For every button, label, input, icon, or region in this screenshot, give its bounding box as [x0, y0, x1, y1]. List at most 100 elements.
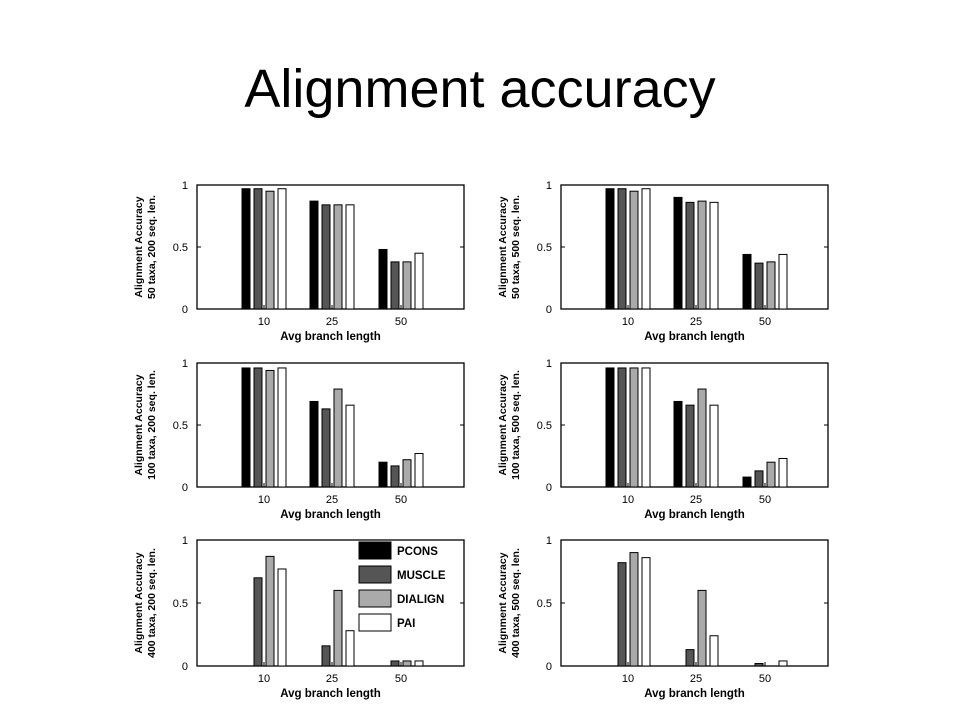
- y-axis-label: Alignment Accuracy: [497, 552, 509, 653]
- y-axis-label: 400 taxa, 500 seq. len.: [510, 548, 522, 658]
- bar-pai: [778, 253, 788, 310]
- y-tick-label: 0: [182, 304, 188, 316]
- x-tick-label: 50: [395, 494, 407, 506]
- y-tick-label: 0: [182, 482, 188, 494]
- bar-muscle: [754, 662, 764, 667]
- bar-pai: [414, 453, 424, 488]
- y-tick-label: 0: [546, 661, 552, 673]
- bar-dialign: [333, 204, 343, 310]
- bar-pcons: [605, 367, 615, 488]
- bar-dialign: [402, 459, 412, 488]
- bar-muscle: [390, 465, 400, 488]
- y-axis-label: Alignment Accuracy: [497, 196, 509, 297]
- bar-pcons: [742, 253, 752, 310]
- x-tick-label: 50: [759, 316, 771, 328]
- bar-pai: [345, 204, 355, 310]
- bar-muscle: [253, 188, 263, 310]
- chart-panel-2: 0 0.5 1 10 25 50 Avg branch length Alignment Ac…: [497, 180, 829, 343]
- x-axis-label: Avg branch length: [644, 331, 745, 343]
- bar-pai: [778, 457, 788, 488]
- y-tick-label: 1: [182, 535, 188, 547]
- bar-muscle: [390, 660, 400, 667]
- y-tick-label: 0.5: [173, 242, 188, 254]
- bar-pcons: [309, 400, 319, 488]
- bar-dialign: [766, 261, 776, 310]
- bar-muscle: [617, 367, 627, 488]
- x-axis-label: Avg branch length: [280, 331, 381, 343]
- bar-muscle: [617, 188, 627, 310]
- bar-pai: [345, 630, 355, 667]
- y-tick-label: 1: [546, 535, 552, 547]
- x-tick-label: 10: [622, 316, 634, 328]
- bar-muscle: [390, 261, 400, 310]
- bar-pai: [277, 188, 287, 310]
- slide-title: Alignment accuracy: [244, 59, 716, 119]
- bar-pai: [277, 367, 287, 488]
- y-axis-label: Alignment Accuracy: [497, 374, 509, 475]
- y-tick-label: 1: [546, 180, 552, 192]
- x-tick-label: 10: [258, 673, 270, 685]
- bar-dialign: [333, 388, 343, 488]
- x-tick-label: 10: [258, 316, 270, 328]
- bar-pcons: [241, 367, 251, 488]
- x-axis-label: Avg branch length: [644, 688, 745, 700]
- bar-pai: [641, 188, 651, 310]
- x-tick-label: 50: [759, 673, 771, 685]
- y-tick-label: 1: [546, 358, 552, 370]
- bar-muscle: [617, 562, 627, 667]
- x-axis-label: Avg branch length: [280, 688, 381, 700]
- bar-pai: [709, 201, 719, 310]
- legend-swatch-muscle: [358, 565, 392, 584]
- bar-dialign: [697, 388, 707, 488]
- y-tick-label: 1: [182, 180, 188, 192]
- bar-pai: [778, 660, 788, 667]
- bar-pcons: [673, 196, 683, 310]
- y-axis-label: 50 taxa, 200 seq. len.: [146, 195, 158, 299]
- bar-pcons: [605, 188, 615, 310]
- y-tick-label: 0: [182, 661, 188, 673]
- bar-muscle: [253, 577, 263, 667]
- x-tick-label: 25: [690, 316, 702, 328]
- bar-pai: [414, 252, 424, 310]
- y-tick-label: 0.5: [537, 242, 552, 254]
- bar-dialign: [333, 589, 343, 667]
- bar-muscle: [253, 367, 263, 488]
- y-tick-label: 0.5: [173, 420, 188, 432]
- x-tick-label: 25: [326, 316, 338, 328]
- chart-panel-1: 0 0.5 1 10 25 50 Avg branch length Alignment Ac…: [133, 180, 465, 343]
- legend-swatch-pcons: [358, 541, 392, 560]
- bar-dialign: [265, 190, 275, 310]
- bar-dialign: [402, 660, 412, 667]
- x-tick-label: 10: [622, 494, 634, 506]
- bar-pai: [277, 568, 287, 667]
- legend-label-dialign: DIALIGN: [397, 594, 444, 606]
- bar-pai: [345, 404, 355, 488]
- legend-label-pcons: PCONS: [397, 546, 438, 558]
- bar-muscle: [321, 645, 331, 667]
- legend-label-pai: PAI: [397, 618, 415, 630]
- chart-panel-3: 0 0.5 1 10 25 50 Avg branch length Alignment Ac…: [133, 358, 465, 521]
- x-tick-label: 10: [258, 494, 270, 506]
- x-axis-label: Avg branch length: [280, 509, 381, 521]
- bar-pai: [709, 404, 719, 488]
- bar-muscle: [685, 649, 695, 667]
- bar-pcons: [742, 476, 752, 488]
- bar-muscle: [685, 404, 695, 488]
- y-axis-label: Alignment Accuracy: [133, 374, 145, 475]
- y-tick-label: 1: [182, 358, 188, 370]
- bar-dialign: [629, 190, 639, 310]
- bar-dialign: [766, 461, 776, 488]
- chart-panel-6: 0 0.5 1 10 25 50 Avg branch length Alignment Ac…: [497, 535, 829, 700]
- bar-pai: [709, 635, 719, 667]
- bar-dialign: [629, 552, 639, 667]
- y-tick-label: 0: [546, 304, 552, 316]
- bar-muscle: [754, 262, 764, 310]
- plot-frame: [196, 539, 465, 667]
- x-tick-label: 25: [326, 494, 338, 506]
- chart-panel-5: 0 0.5 1 10 25 50 Avg branch length Alignment Ac…: [133, 535, 465, 700]
- legend-swatch-pai: [358, 613, 392, 632]
- bar-dialign: [265, 555, 275, 667]
- bar-pai: [641, 557, 651, 667]
- bar-pcons: [309, 200, 319, 310]
